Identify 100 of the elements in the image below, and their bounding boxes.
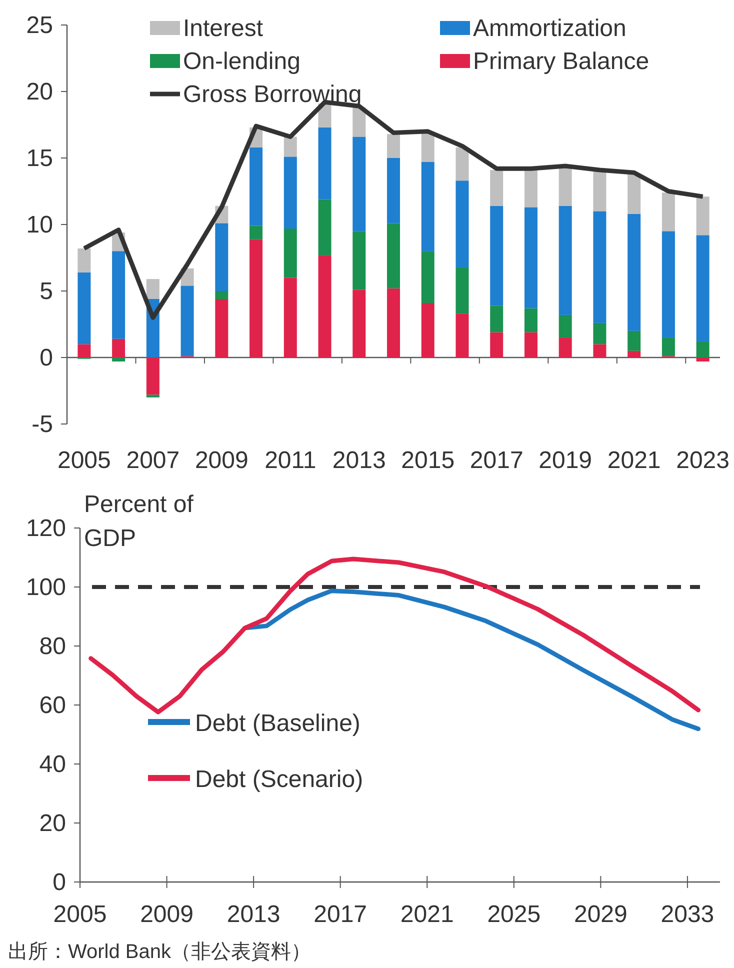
legend-label: Debt (Baseline): [195, 710, 360, 737]
bar: [352, 136, 366, 232]
y-tick-label: 120: [26, 515, 66, 542]
x-tick-label: 2019: [538, 447, 592, 474]
bar: [593, 171, 606, 212]
y-axis-title: Percent of GDP: [84, 491, 194, 552]
x-tick-label: 2009: [194, 447, 248, 474]
bar: [421, 162, 434, 252]
y-tick-label: 20: [39, 810, 66, 837]
bar: [524, 207, 538, 308]
x-tick-label: 2007: [126, 447, 180, 474]
y-tick-label: 40: [39, 751, 66, 778]
bar: [215, 298, 228, 358]
bar: [593, 344, 606, 358]
x-tick-label: 2021: [400, 901, 454, 928]
legend-label: Ammortization: [473, 15, 626, 42]
x-tick-label: 2005: [57, 447, 111, 474]
x-tick-label: 2023: [676, 447, 730, 474]
legend-label: Debt (Scenario): [195, 766, 364, 793]
bar: [318, 199, 332, 256]
bar: [421, 132, 434, 162]
bar: [78, 248, 91, 272]
bar: [593, 211, 606, 323]
bar: [524, 170, 538, 208]
bar: [421, 302, 434, 358]
bar: [490, 332, 504, 358]
bar: [662, 231, 675, 338]
bar: [78, 344, 91, 358]
bar: [250, 226, 263, 240]
bar: [628, 350, 641, 358]
x-tick-label: 2015: [401, 447, 455, 474]
legend-label: On-lending: [183, 48, 300, 75]
bar: [696, 358, 710, 362]
bar: [318, 127, 332, 200]
bar: [456, 314, 469, 358]
bar: [180, 286, 194, 356]
bar: [284, 228, 297, 278]
bar: [387, 288, 400, 358]
bar: [146, 394, 160, 398]
x-tick-label: 2005: [53, 901, 107, 928]
bar: [112, 251, 126, 339]
y-tick-label: 60: [39, 692, 66, 719]
x-tick-label: 2033: [660, 901, 714, 928]
x-tick-label: 2029: [574, 901, 628, 928]
bar: [696, 342, 710, 358]
x-tick-label: 2009: [140, 901, 194, 928]
text: 出所：World Bank（非公表資料）: [8, 941, 312, 963]
legend-label: Gross Borrowing: [183, 81, 362, 108]
bar: [215, 223, 228, 291]
bar: [490, 206, 504, 306]
bar: [628, 174, 641, 214]
x-tick-label: 2011: [264, 447, 316, 474]
bar: [318, 255, 332, 358]
bar: [696, 235, 710, 342]
y-tick-label: 80: [39, 633, 66, 660]
y-tick-label: 20: [26, 78, 53, 106]
bar: [112, 358, 126, 362]
bar: [387, 158, 400, 224]
bar: [696, 196, 710, 236]
bar: [628, 330, 641, 351]
bar: [490, 170, 504, 206]
bar: [250, 239, 263, 358]
x-tick-label: 2013: [332, 447, 386, 474]
bar: [284, 156, 297, 228]
bar: [215, 291, 228, 299]
bar: [421, 251, 434, 303]
bar: [352, 290, 366, 358]
y-tick-label: 15: [26, 145, 53, 172]
x-tick-label: 2013: [226, 901, 280, 928]
x-tick-label: 2025: [487, 901, 541, 928]
bar: [558, 206, 572, 315]
x-tick-label: 2017: [470, 447, 524, 474]
y-tick-label: 5: [40, 278, 53, 305]
bar: [78, 272, 91, 344]
bar: [284, 136, 297, 157]
bar: [558, 314, 572, 338]
bar: [662, 192, 675, 232]
bar: [112, 338, 126, 358]
bar: [558, 167, 572, 206]
bar: [250, 147, 263, 226]
y-tick-label: -5: [32, 411, 53, 438]
y-tick-label: 25: [26, 12, 53, 39]
bar: [558, 338, 572, 358]
line-series: [88, 556, 701, 714]
bar: [456, 180, 469, 268]
legend-label: Primary Balance: [473, 48, 650, 75]
bar: [284, 278, 297, 358]
bar: [352, 107, 366, 137]
bar: [628, 214, 641, 331]
bar: [662, 338, 675, 356]
bar: [593, 322, 606, 344]
bar: [146, 279, 160, 299]
bar: [146, 358, 160, 395]
y-tick-label: 0: [52, 869, 66, 896]
bar: [352, 231, 366, 290]
bar: [387, 134, 400, 158]
bar: [490, 306, 504, 332]
y-tick-label: 100: [26, 574, 66, 601]
x-tick-label: 2017: [314, 901, 368, 928]
bar: [524, 308, 538, 332]
